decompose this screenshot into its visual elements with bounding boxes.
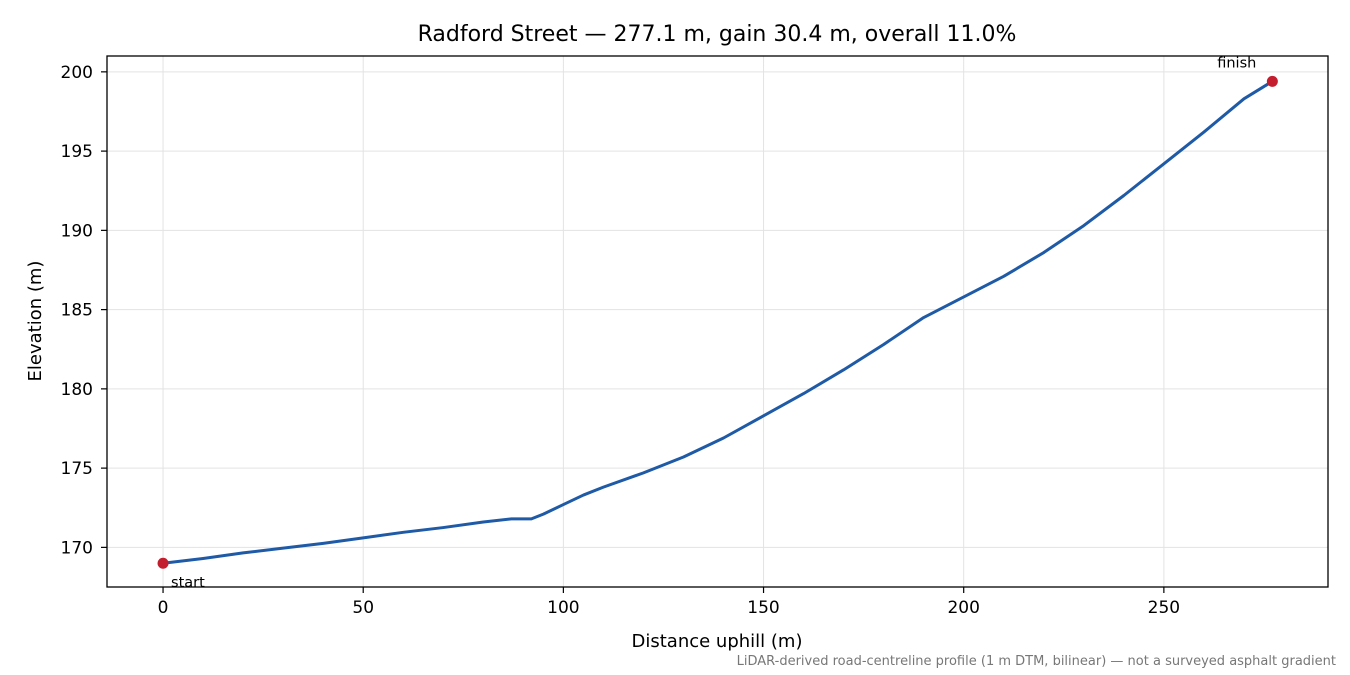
chart-title: Radford Street — 277.1 m, gain 30.4 m, o… [418,22,1017,47]
start-label: start [171,575,205,591]
x-tick-label: 0 [158,598,169,618]
y-axis: 170 175 180 185 190 195 200 [61,63,107,558]
x-axis: 0 50 100 150 200 250 [158,587,1180,618]
x-tick-label: 50 [352,598,374,618]
series-layer [161,79,1274,565]
y-tick-label: 175 [61,459,93,479]
x-axis-title: Distance uphill (m) [632,631,803,652]
y-tick-label: 185 [61,301,93,321]
finish-marker [1266,75,1278,87]
elevation-line [161,79,1274,565]
y-tick-label: 195 [61,142,93,162]
y-tick-label: 180 [61,380,93,400]
marker-layer: start finish [157,55,1278,591]
x-tick-label: 100 [547,598,579,618]
start-marker [157,557,169,569]
footnote: LiDAR-derived road-centreline profile (1… [737,654,1336,669]
x-tick-label: 250 [1148,598,1180,618]
x-tick-label: 200 [947,598,979,618]
grid [107,56,1328,587]
finish-label: finish [1217,55,1256,71]
y-tick-label: 200 [61,63,93,83]
y-axis-title: Elevation (m) [25,261,46,382]
y-tick-label: 190 [61,221,93,241]
x-tick-label: 150 [747,598,779,618]
y-tick-label: 170 [61,538,93,558]
plot-frame [106,55,1329,588]
